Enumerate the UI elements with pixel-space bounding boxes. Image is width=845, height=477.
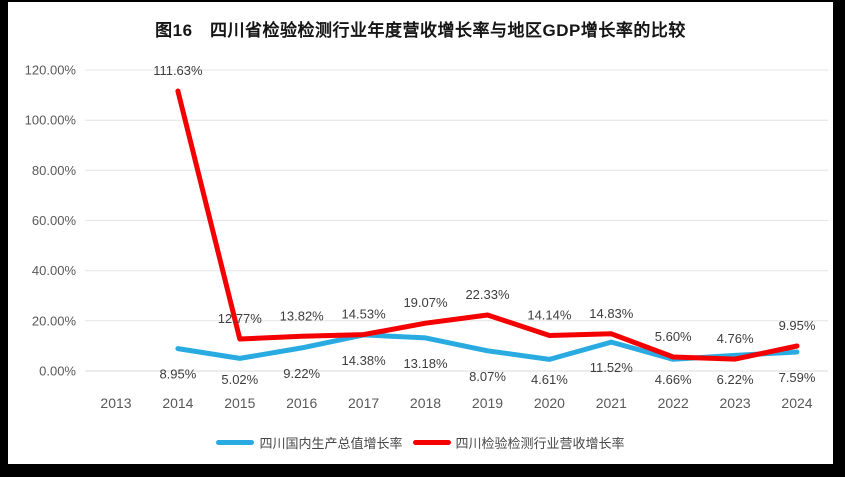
x-tick-label: 2021: [596, 395, 627, 411]
x-tick-label: 2013: [100, 395, 131, 411]
legend-label-industry-revenue-growth: 四川检验检测行业营收增长率: [455, 436, 625, 451]
y-tick-label: 60.00%: [32, 213, 77, 228]
y-tick-label: 100.00%: [25, 113, 77, 128]
data-label: 4.61%: [531, 372, 568, 387]
x-tick-label: 2017: [348, 395, 379, 411]
bottom-border-bar: [0, 464, 845, 477]
data-label: 8.07%: [469, 369, 506, 384]
data-label: 4.66%: [655, 372, 692, 387]
data-label: 5.02%: [221, 372, 258, 387]
y-tick-label: 20.00%: [32, 313, 77, 328]
data-label: 4.76%: [717, 331, 754, 346]
data-label: 9.22%: [283, 366, 320, 381]
data-label: 9.95%: [779, 318, 816, 333]
series-line-1: [175, 88, 800, 362]
x-tick-label: 2024: [781, 395, 812, 411]
data-label: 19.07%: [403, 295, 448, 310]
y-tick-label: 40.00%: [32, 263, 77, 278]
data-label: 13.82%: [280, 308, 325, 323]
x-tick-label: 2023: [720, 395, 751, 411]
data-label: 13.18%: [403, 356, 448, 371]
x-tick-label: 2019: [472, 395, 503, 411]
y-tick-label: 0.00%: [39, 364, 76, 379]
data-label: 12.77%: [218, 311, 263, 326]
left-border-bar: [0, 0, 8, 477]
gdp-growth-line-swatch: [216, 440, 255, 445]
legend: 四川国内生产总值增长率 四川检验检测行业营收增长率: [8, 433, 833, 452]
top-border-bar: [0, 0, 845, 2]
legend-label-gdp-growth: 四川国内生产总值增长率: [259, 436, 403, 451]
data-label: 14.14%: [527, 308, 572, 323]
y-tick-label: 120.00%: [25, 63, 77, 78]
x-tick-label: 2018: [410, 395, 441, 411]
legend-item-industry-revenue-growth[interactable]: 四川检验检测行业营收增长率: [412, 433, 625, 452]
data-label: 14.83%: [589, 306, 634, 321]
y-tick-label: 80.00%: [32, 163, 77, 178]
data-label: 5.60%: [655, 329, 692, 344]
x-tick-label: 2020: [534, 395, 565, 411]
data-label: 14.38%: [342, 353, 387, 368]
data-label: 22.33%: [465, 287, 510, 302]
x-tick-label: 2015: [224, 395, 255, 411]
right-border-bar: [833, 0, 845, 477]
x-tick-label: 2016: [286, 395, 317, 411]
x-tick-label: 2014: [162, 395, 193, 411]
data-label: 8.95%: [159, 367, 196, 382]
data-label: 111.63%: [153, 63, 203, 78]
industry-revenue-line-swatch: [412, 440, 451, 445]
data-label: 7.59%: [779, 370, 816, 385]
data-label: 11.52%: [590, 360, 634, 375]
chart-title: 图16 四川省检验检测行业年度营收增长率与地区GDP增长率的比较: [155, 21, 686, 40]
legend-item-gdp-growth[interactable]: 四川国内生产总值增长率: [216, 433, 403, 452]
x-tick-label: 2022: [658, 395, 689, 411]
data-label: 14.53%: [342, 307, 387, 322]
data-label: 6.22%: [717, 372, 754, 387]
